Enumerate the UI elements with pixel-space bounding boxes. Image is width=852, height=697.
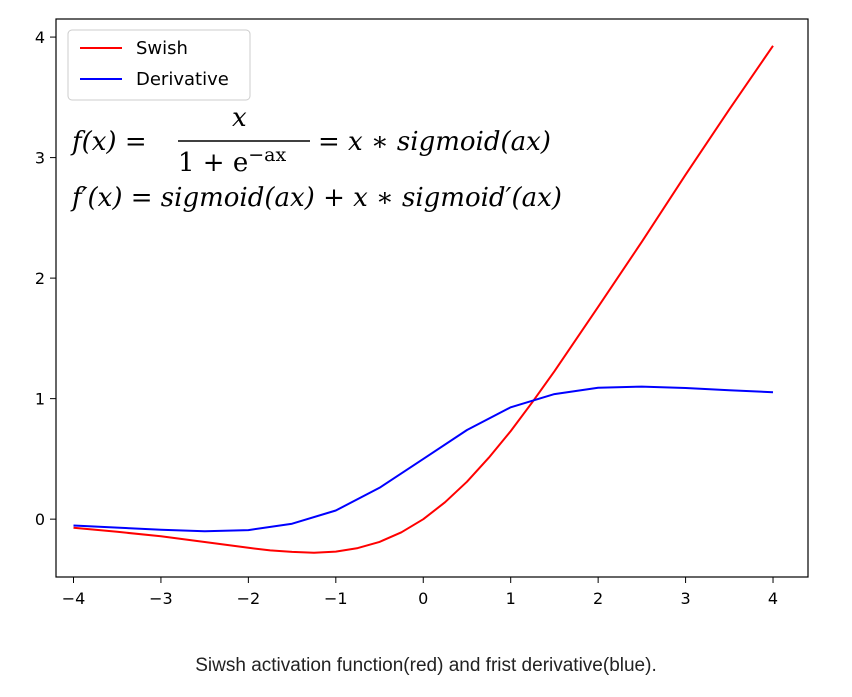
figure-caption: Siwsh activation function(red) and frist… — [195, 655, 657, 676]
series-line-swish — [73, 45, 774, 554]
legend: Swish Derivative — [67, 29, 251, 101]
y-tick-label: 2 — [35, 269, 45, 288]
formula-annotation: f(x) = x 1 + e−ax = x ∗ sigmoid(ax) f′(x… — [70, 103, 562, 213]
formula-1-lhs: f(x) = — [70, 127, 147, 157]
plot-area — [73, 45, 774, 554]
y-tick-label: 0 — [35, 510, 45, 529]
x-tick-label: 3 — [680, 589, 690, 608]
x-tick-label: −1 — [324, 589, 348, 608]
x-tick-label: 2 — [593, 589, 603, 608]
formula-1-rhs: = x ∗ sigmoid(ax) — [318, 127, 551, 157]
axes-frame — [55, 18, 809, 578]
x-tick-label: −2 — [237, 589, 261, 608]
y-tick-label: 3 — [35, 149, 45, 168]
x-tick-label: 0 — [418, 589, 428, 608]
y-tick-label: 4 — [35, 28, 45, 47]
x-tick-label: 4 — [768, 589, 778, 608]
x-tick-label: −4 — [62, 589, 86, 608]
formula-2: f′(x) = sigmoid(ax) + x ∗ sigmoid′(ax) — [70, 183, 562, 213]
axes: −4 −3 −2 −1 0 1 2 3 4 0 1 2 3 4 — [35, 18, 809, 608]
y-tick-label: 1 — [35, 390, 45, 409]
swish-chart: −4 −3 −2 −1 0 1 2 3 4 0 1 2 3 4 Swish Derivative f(x)… — [35, 18, 809, 608]
formula-1-numerator: x — [232, 103, 247, 133]
legend-label-swish: Swish — [136, 38, 188, 59]
series-line-derivative — [73, 385, 774, 533]
x-tick-label: −3 — [149, 589, 173, 608]
legend-label-derivative: Derivative — [136, 69, 229, 90]
formula-1-denominator: 1 + e−ax — [178, 144, 286, 178]
x-tick-label: 1 — [506, 589, 516, 608]
